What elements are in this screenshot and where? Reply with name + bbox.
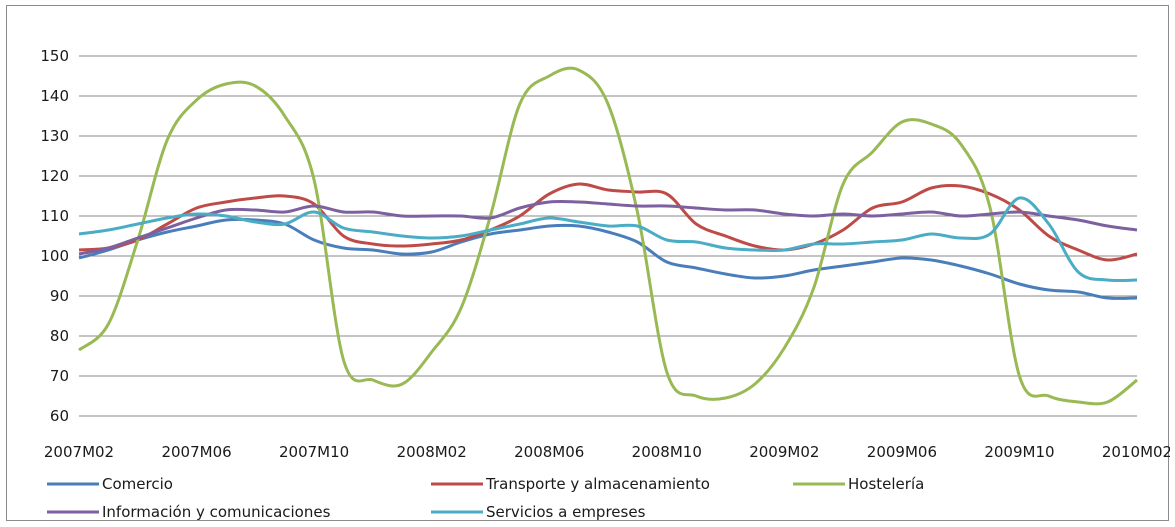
x-tick-label: 2009M02 [749, 443, 819, 461]
series-line-4 [78, 196, 1138, 283]
y-tick-label: 80 [50, 327, 69, 345]
y-tick-label: 110 [40, 207, 69, 225]
y-tick-label: 70 [50, 367, 69, 385]
x-tick-label: 2007M06 [161, 443, 231, 461]
y-tick-label: 150 [40, 47, 69, 65]
x-tick-label: 2009M06 [867, 443, 937, 461]
x-tick-label: 2007M02 [44, 443, 114, 461]
series-line-0 [78, 217, 1138, 300]
line-chart: 60 70 80 90 100 110 120 130 140 150 2007M02 2007M06… [40, 47, 1170, 521]
x-tick-label: 2007M10 [279, 443, 349, 461]
chart-area: 60 70 80 90 100 110 120 130 140 150 2007M02 2007M06… [6, 5, 1170, 521]
legend-label: Comercio [102, 475, 173, 493]
y-tick-label: 140 [40, 87, 69, 105]
x-tick-label: 2009M10 [984, 443, 1054, 461]
y-tick-label: 100 [40, 247, 69, 265]
x-tick-label: 2008M02 [397, 443, 467, 461]
y-tick-label: 130 [40, 127, 69, 145]
legend-label: Servicios a empreses [486, 503, 646, 521]
legend-label: Hostelería [848, 475, 924, 493]
series-line-1 [78, 182, 1138, 262]
series-line-3 [78, 199, 1138, 256]
series-line-2 [78, 66, 1138, 406]
legend-label: Información y comunicaciones [102, 503, 331, 521]
y-tick-label: 60 [50, 407, 69, 425]
y-tick-label: 90 [50, 287, 69, 305]
legend-label: Transporte y almacenamiento [485, 475, 710, 493]
x-tick-label: 2008M10 [632, 443, 702, 461]
y-tick-label: 120 [40, 167, 69, 185]
x-tick-label: 2008M06 [514, 443, 584, 461]
x-tick-label: 2010M02 [1102, 443, 1170, 461]
